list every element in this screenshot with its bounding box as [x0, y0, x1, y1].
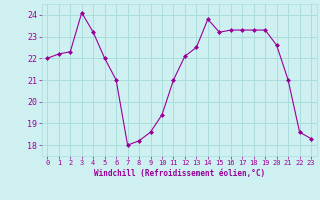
- X-axis label: Windchill (Refroidissement éolien,°C): Windchill (Refroidissement éolien,°C): [94, 169, 265, 178]
